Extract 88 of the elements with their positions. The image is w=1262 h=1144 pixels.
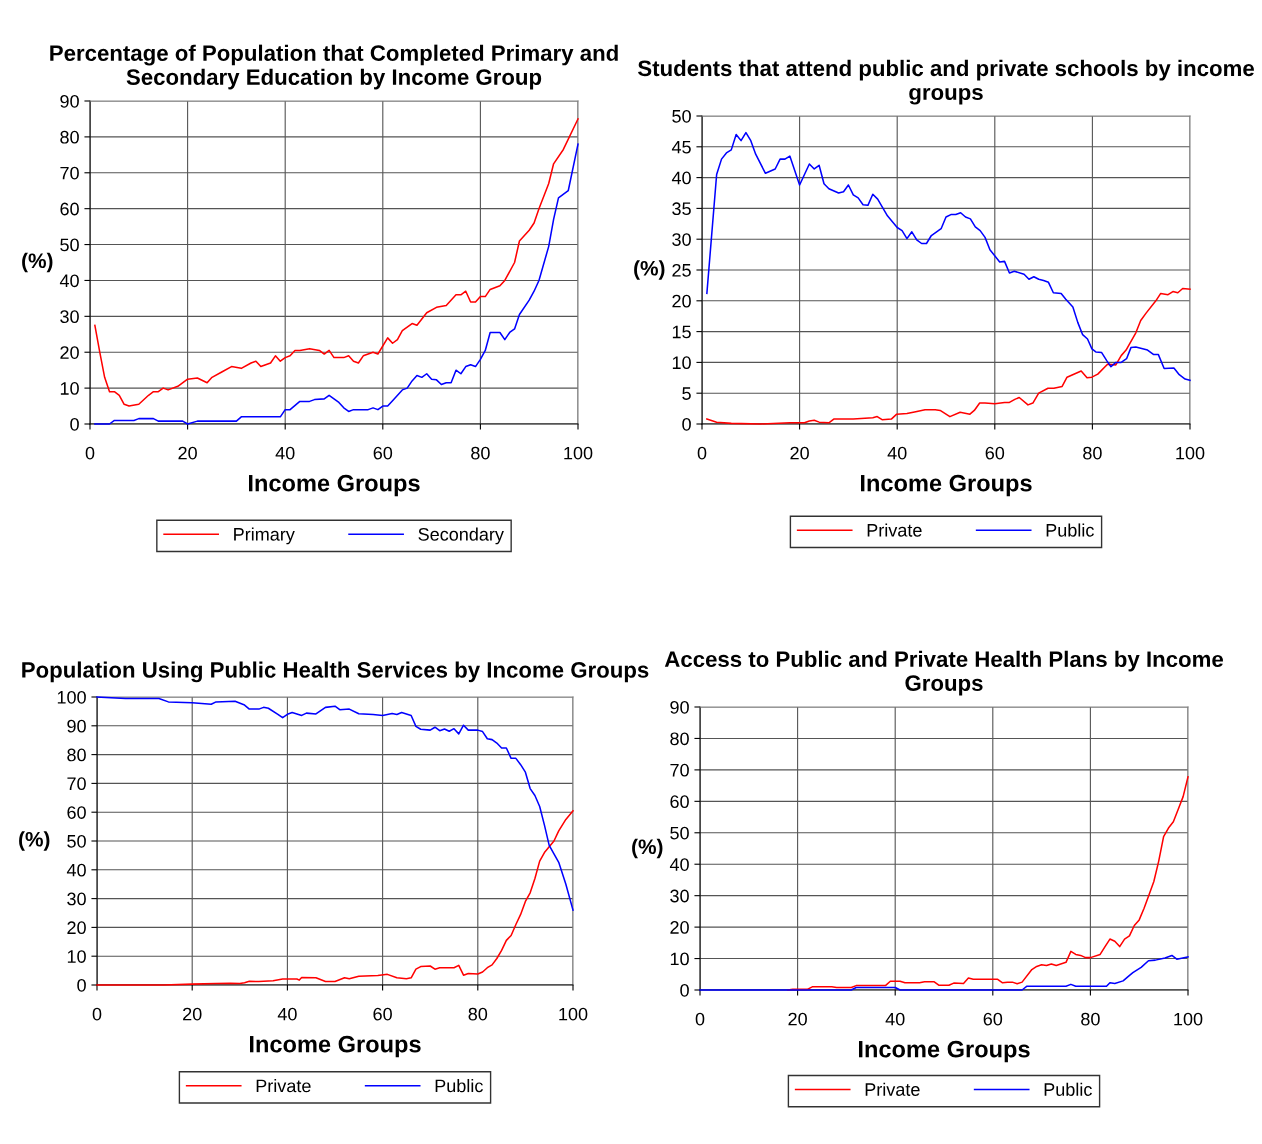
y-tick-label: 70	[67, 777, 86, 791]
y-tick-label: 5	[682, 387, 691, 400]
x-tick-label: 80	[1081, 1012, 1100, 1026]
y-tick-label: 80	[67, 748, 86, 762]
chart-title: Access to Public and Private Health Plans by Income Groups	[664, 650, 1223, 696]
legend-label: Public	[435, 1079, 483, 1093]
y-tick-label: 30	[670, 889, 689, 903]
y-tick-label: 0	[70, 417, 79, 431]
y-tick-label: 90	[67, 719, 86, 733]
x-axis-title: Income Groups	[859, 1040, 1030, 1063]
y-tick-label: 40	[59, 274, 79, 288]
legend-label: Public	[1046, 523, 1094, 537]
y-tick-label: 20	[672, 294, 691, 308]
y-tick-label: 50	[60, 238, 79, 252]
x-tick-label: 60	[985, 446, 1005, 460]
y-tick-label: 90	[60, 94, 79, 108]
y-tick-label: 60	[67, 806, 86, 819]
y-tick-label: 20	[67, 921, 86, 935]
y-tick-label: 25	[672, 263, 691, 277]
y-tick-label: 45	[671, 140, 691, 154]
y-tick-label: 60	[60, 202, 79, 216]
chart-title: Students that attend public and private schools by income groups	[637, 59, 1254, 105]
line-series	[706, 131, 1191, 382]
chart-title: Population Using Public Health Services by Income Groups	[22, 661, 649, 683]
y-tick-label: 100	[57, 690, 86, 704]
y-tick-label: 40	[671, 171, 691, 185]
x-tick-label: 40	[887, 446, 907, 460]
x-tick-label: 20	[788, 1012, 807, 1026]
y-tick-label: 30	[60, 310, 79, 324]
y-tick-label: 0	[77, 978, 86, 992]
y-tick-label: 80	[60, 130, 79, 144]
y-tick-label: 10	[672, 356, 691, 370]
x-tick-label: 20	[183, 1007, 202, 1021]
x-tick-label: 20	[790, 446, 809, 460]
x-tick-label: 40	[275, 446, 295, 460]
legend-label: Private	[867, 523, 922, 537]
chart-title: Percentage of Population that Completed Primary and Secondary Education by Income Group	[50, 44, 618, 90]
y-tick-label: 50	[670, 826, 689, 840]
y-tick-label: 60	[670, 795, 689, 809]
line-series	[706, 287, 1191, 425]
legend-label: Private	[865, 1082, 920, 1096]
x-tick-label: 0	[85, 446, 95, 460]
legend-label: Public	[1044, 1082, 1092, 1096]
x-tick-label: 60	[373, 1007, 392, 1021]
y-tick-label: 90	[670, 700, 689, 714]
legend-label: Primary	[234, 527, 295, 545]
y-axis-title: (%)	[22, 252, 53, 273]
legend-label: Private	[256, 1079, 311, 1093]
y-tick-label: 30	[672, 233, 691, 246]
x-tick-label: 0	[92, 1007, 102, 1021]
x-tick-label: 60	[373, 446, 393, 460]
y-tick-label: 20	[670, 921, 689, 934]
x-tick-label: 100	[1176, 446, 1205, 460]
x-tick-label: 20	[178, 446, 197, 460]
y-tick-label: 80	[670, 732, 689, 746]
y-tick-label: 40	[66, 863, 86, 877]
x-tick-label: 0	[697, 446, 707, 460]
x-tick-label: 100	[559, 1007, 588, 1021]
y-tick-label: 50	[672, 109, 691, 123]
y-axis-title: (%)	[19, 831, 50, 851]
y-tick-label: 0	[682, 417, 691, 431]
y-tick-label: 70	[60, 166, 79, 180]
y-tick-label: 15	[672, 325, 691, 339]
y-axis-title: (%)	[634, 260, 665, 280]
x-tick-label: 100	[1174, 1012, 1203, 1026]
y-tick-label: 10	[67, 950, 86, 963]
x-tick-label: 40	[885, 1012, 905, 1026]
x-axis-title: Income Groups	[861, 474, 1032, 497]
y-tick-label: 0	[680, 983, 689, 997]
y-tick-label: 20	[60, 346, 79, 359]
x-tick-label: 0	[695, 1012, 705, 1026]
x-tick-label: 80	[471, 446, 490, 460]
y-tick-label: 40	[669, 858, 689, 871]
x-tick-label: 100	[564, 446, 593, 460]
x-tick-label: 80	[468, 1007, 488, 1021]
y-tick-label: 35	[672, 202, 691, 216]
y-axis-title: (%)	[632, 838, 663, 859]
x-axis-title: Income Groups	[250, 1035, 421, 1058]
y-tick-label: 30	[67, 892, 86, 906]
legend-label: Secondary	[418, 527, 504, 545]
x-axis-title: Income Groups	[249, 474, 420, 497]
y-tick-label: 10	[670, 952, 689, 966]
x-tick-label: 60	[983, 1012, 1003, 1026]
y-tick-label: 10	[60, 382, 79, 395]
y-tick-label: 70	[670, 763, 689, 777]
x-tick-label: 40	[277, 1007, 297, 1021]
y-tick-label: 50	[67, 834, 86, 848]
x-tick-label: 80	[1083, 446, 1102, 460]
